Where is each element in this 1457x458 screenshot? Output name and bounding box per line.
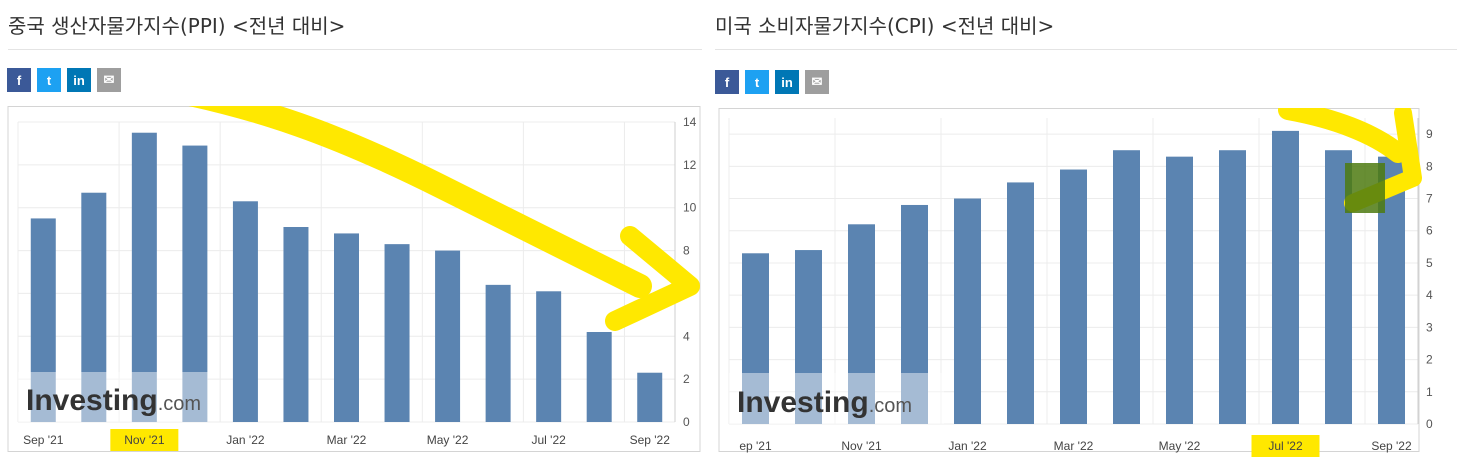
x-tick-label: Jul '22 — [531, 433, 566, 447]
x-tick-label: May '22 — [427, 433, 469, 447]
bar[interactable] — [795, 250, 822, 424]
left-title-divider — [8, 49, 702, 50]
x-tick-label: Jan '22 — [226, 433, 265, 447]
y-tick-label: 4 — [683, 329, 690, 343]
y-tick-label: 14 — [683, 115, 697, 129]
tick-highlight — [1251, 435, 1320, 457]
bar[interactable] — [435, 250, 461, 422]
x-tick-label: May '22 — [1159, 439, 1201, 453]
x-tick-label: Sep '22 — [630, 433, 671, 447]
watermark-fade — [18, 372, 208, 422]
bar[interactable] — [384, 244, 410, 422]
y-tick-label: 4 — [1426, 288, 1433, 302]
x-tick-label: ep '21 — [739, 439, 772, 453]
tick-highlight — [110, 429, 179, 451]
annotation-arrow-shaft — [188, 106, 652, 298]
x-tick-label: Mar '22 — [1054, 439, 1094, 453]
annotation-overlap — [1345, 163, 1385, 213]
bar[interactable] — [30, 218, 56, 422]
bar[interactable] — [1166, 156, 1193, 424]
bar[interactable] — [131, 132, 157, 422]
y-tick-label: 7 — [1426, 192, 1433, 206]
bar[interactable] — [1219, 150, 1246, 425]
right-title-divider — [715, 49, 1457, 50]
bar[interactable] — [1113, 150, 1140, 425]
left-panel: 중국 생산자물가지수(PPI) <전년 대비> f t in ✉ Investing.… — [0, 0, 702, 458]
y-tick-label: 12 — [683, 158, 697, 172]
y-tick-label: 6 — [1426, 224, 1433, 238]
facebook-icon[interactable]: f — [7, 68, 31, 92]
left-chart-title: 중국 생산자물가지수(PPI) <전년 대비> — [8, 14, 346, 38]
bar[interactable] — [742, 253, 769, 424]
y-tick-label: 8 — [683, 244, 690, 258]
bar[interactable] — [182, 145, 208, 423]
x-tick-label: Jul '22 — [1268, 439, 1303, 453]
x-tick-label: Nov '21 — [841, 439, 882, 453]
bar[interactable] — [637, 372, 663, 422]
bar[interactable] — [232, 201, 258, 422]
bar[interactable] — [954, 198, 981, 424]
y-tick-label: 1 — [1426, 385, 1433, 399]
bar[interactable] — [901, 204, 928, 424]
right-chart-title: 미국 소비자물가지수(CPI) <전년 대비> — [715, 14, 1055, 38]
bar[interactable] — [81, 192, 107, 422]
bar[interactable] — [1007, 182, 1034, 424]
x-tick-label: Jan '22 — [948, 439, 987, 453]
twitter-icon[interactable]: t — [37, 68, 61, 92]
twitter-icon[interactable]: t — [745, 70, 769, 94]
linkedin-icon[interactable]: in — [775, 70, 799, 94]
email-icon[interactable]: ✉ — [805, 70, 829, 94]
right-panel: 미국 소비자물가지수(CPI) <전년 대비> f t in ✉ Investing.… — [713, 0, 1457, 458]
facebook-icon[interactable]: f — [715, 70, 739, 94]
y-tick-label: 9 — [1426, 127, 1433, 141]
bar[interactable] — [536, 291, 562, 422]
y-tick-label: 2 — [1426, 353, 1433, 367]
annotation-arrow-head — [605, 226, 700, 331]
bar[interactable] — [848, 224, 875, 424]
y-tick-label: 10 — [683, 201, 697, 215]
watermark-fade — [729, 373, 944, 424]
y-tick-label: 8 — [1426, 159, 1433, 173]
x-tick-label: Sep '21 — [23, 433, 64, 447]
left-share-buttons: f t in ✉ — [7, 68, 121, 92]
annotation-arrow-shaft — [1278, 108, 1408, 163]
bar[interactable] — [334, 233, 359, 422]
linkedin-icon[interactable]: in — [67, 68, 91, 92]
y-tick-label: 2 — [683, 372, 690, 386]
y-tick-label: 3 — [1426, 320, 1433, 334]
x-tick-label: Mar '22 — [327, 433, 367, 447]
y-tick-label: 5 — [1426, 256, 1433, 270]
bar[interactable] — [283, 227, 309, 422]
bar[interactable] — [1272, 130, 1299, 424]
bar[interactable] — [485, 284, 511, 422]
x-tick-label: Sep '22 — [1371, 439, 1412, 453]
x-tick-label: Nov '21 — [124, 433, 165, 447]
bar[interactable] — [1060, 169, 1087, 424]
y-tick-label: 0 — [683, 415, 690, 429]
bar[interactable] — [586, 332, 612, 422]
email-icon[interactable]: ✉ — [97, 68, 121, 92]
y-tick-label: 0 — [1426, 417, 1433, 431]
right-share-buttons: f t in ✉ — [715, 70, 829, 94]
